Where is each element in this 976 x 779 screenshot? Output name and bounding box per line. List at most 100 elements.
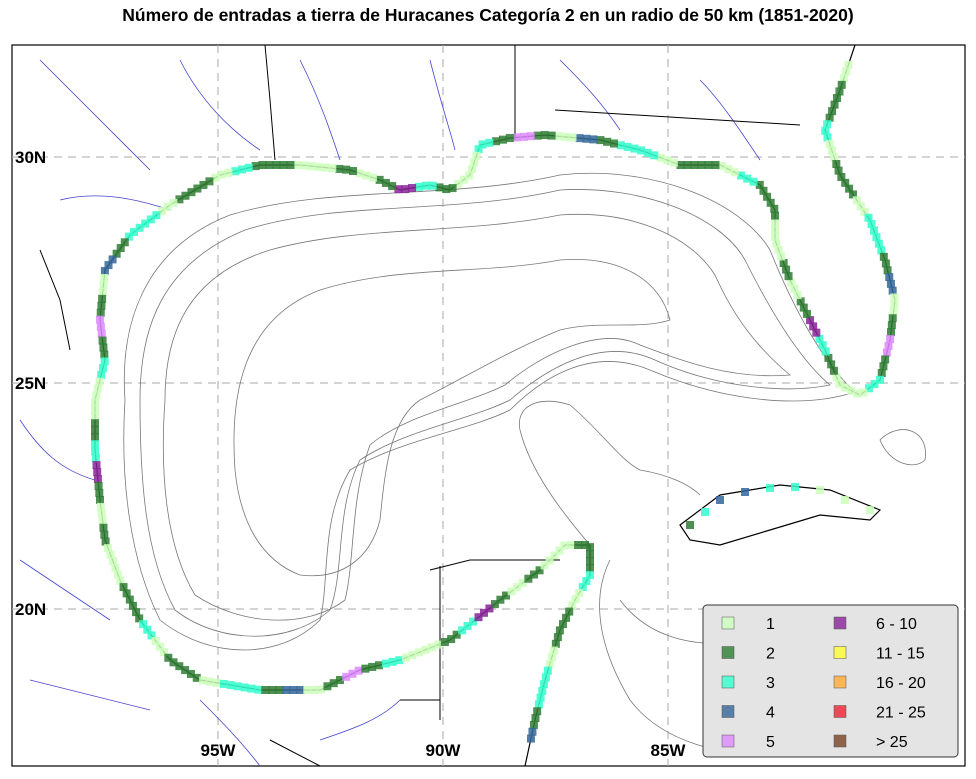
- landfall-cell: [421, 181, 430, 190]
- landfall-cell: [254, 685, 263, 694]
- landfall-cell: [98, 516, 107, 525]
- landfall-cell: [560, 541, 569, 550]
- landfall-cell: [777, 252, 786, 261]
- landfall-cell: [95, 488, 104, 497]
- landfall-cell: [827, 146, 836, 155]
- landfall-cell: [586, 543, 594, 552]
- landfall-cell: [160, 648, 169, 657]
- landfall-cell: [890, 300, 899, 309]
- landfall-cell: [92, 391, 101, 400]
- landfall-cell: [151, 636, 160, 645]
- landfall-cell: [755, 180, 764, 189]
- landfall-cell: [124, 232, 133, 241]
- landfall-cell: [435, 183, 444, 192]
- landfall-cell: [342, 165, 351, 174]
- landfall-cell: [135, 223, 144, 232]
- legend-swatch: [721, 616, 735, 630]
- landfall-cell: [623, 142, 632, 151]
- landfall-cell: [421, 645, 430, 654]
- landfall-cell: [454, 179, 463, 188]
- landfall-cell: [434, 640, 443, 649]
- landfall-cell: [853, 389, 862, 398]
- landfall-cell: [888, 286, 897, 295]
- landfall-cell: [859, 388, 868, 397]
- landfall-cell: [463, 621, 472, 630]
- landfall-cell: [143, 625, 152, 634]
- landfall-cell: [96, 502, 105, 511]
- landfall-cell: [112, 249, 121, 258]
- landfall-cell: [106, 550, 115, 559]
- landfall-cell: [186, 669, 195, 678]
- landfall-cell: [555, 626, 564, 635]
- landfall-cell: [240, 683, 249, 692]
- lon-label: 90W: [426, 741, 462, 760]
- lat-label: 20N: [15, 600, 46, 619]
- landfall-cell: [474, 613, 483, 622]
- landfall-cell: [799, 303, 808, 312]
- landfall-cell: [97, 370, 106, 379]
- landfall-cell: [531, 714, 540, 723]
- landfall-cell: [824, 353, 833, 362]
- landfall-cell: [536, 693, 545, 702]
- landfall-cell: [736, 171, 745, 180]
- landfall-cell: [749, 177, 758, 186]
- landfall-cell: [547, 653, 556, 662]
- landfall-cell: [816, 486, 824, 494]
- landfall-cell: [690, 161, 699, 169]
- landfall-cell: [442, 185, 451, 194]
- landfall-cell: [303, 686, 312, 694]
- landfall-markers: [91, 60, 899, 743]
- landfall-cell: [265, 161, 274, 169]
- landfall-cell: [440, 638, 449, 647]
- landfall-cell: [116, 576, 125, 585]
- landfall-cell: [447, 635, 456, 644]
- landfall-cell: [545, 659, 554, 668]
- landfall-cell: [887, 321, 896, 330]
- landfall-cell: [513, 583, 522, 592]
- cuba: [679, 484, 882, 546]
- landfall-cell: [247, 684, 256, 693]
- landfall-cell: [94, 482, 103, 491]
- landfall-cell: [472, 151, 481, 160]
- landfall-cell: [553, 633, 562, 642]
- landfall-cell: [841, 178, 850, 187]
- landfall-cell: [496, 595, 505, 604]
- landfall-cell: [108, 255, 117, 264]
- landfall-cell: [401, 185, 410, 194]
- landfall-cell: [135, 614, 144, 623]
- landfall-cell: [883, 266, 892, 275]
- landfall-cell: [821, 126, 830, 135]
- landfall-cell: [233, 682, 242, 691]
- landfall-cell: [362, 171, 371, 180]
- landfall-cell: [91, 398, 99, 407]
- landfall-cell: [603, 137, 612, 146]
- landfall-cell: [581, 541, 590, 549]
- landfall-cell: [132, 608, 141, 617]
- landfall-cell: [100, 350, 109, 359]
- landfall-cell: [99, 523, 108, 532]
- landfall-cell: [770, 204, 779, 213]
- landfall-cell: [545, 556, 554, 565]
- landfall-cell: [152, 211, 161, 220]
- legend-label: 21 - 25: [876, 705, 926, 722]
- landfall-cell: [187, 188, 196, 197]
- landfall-cell: [683, 161, 692, 169]
- landfall-cell: [827, 360, 836, 369]
- landfall-cell: [219, 679, 228, 688]
- landfall-cell: [676, 161, 685, 169]
- landfall-cell: [268, 686, 277, 694]
- landfall-cell: [535, 566, 544, 575]
- landfall-cell: [314, 162, 323, 171]
- landfall-cell: [724, 165, 733, 174]
- landfall-cell: [100, 273, 109, 282]
- landfall-cell: [459, 175, 468, 184]
- landfall-cell: [485, 604, 494, 613]
- landfall-cell: [104, 544, 113, 553]
- landfall-cell: [485, 138, 494, 147]
- legend-label: 11 - 15: [876, 646, 925, 663]
- landfall-cell: [886, 335, 895, 344]
- landfall-cell: [582, 577, 591, 586]
- landfall-cell: [704, 161, 713, 169]
- landfall-cell: [860, 207, 869, 216]
- landfall-cell: [175, 195, 184, 204]
